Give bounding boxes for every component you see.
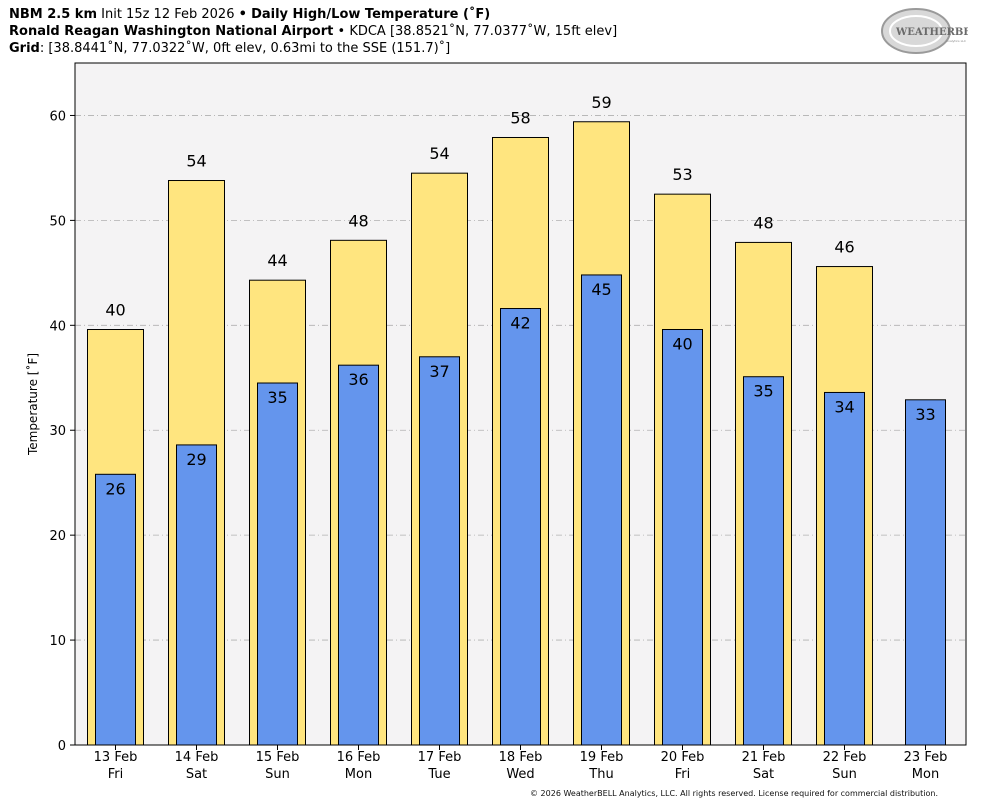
x-tick-date: 18 Feb	[499, 750, 543, 765]
copyright-notice: © 2026 WeatherBELL Analytics, LLC. All r…	[530, 789, 938, 798]
high-value-label: 59	[591, 93, 611, 112]
low-value-label: 37	[429, 362, 449, 381]
x-tick-date: 23 Feb	[904, 750, 948, 765]
low-value-label: 26	[105, 479, 125, 498]
x-tick-day: Mon	[912, 767, 939, 782]
x-tick-day: Sat	[753, 767, 774, 782]
x-tick-date: 22 Feb	[823, 750, 867, 765]
low-bar	[338, 364, 379, 746]
product-title: Daily High/Low Temperature (˚F)	[251, 7, 491, 22]
x-tick-date: 16 Feb	[337, 750, 381, 765]
y-tick-label: 40	[49, 319, 66, 334]
x-tick-date: 15 Feb	[256, 750, 300, 765]
low-bar	[662, 329, 703, 746]
y-tick-label: 60	[49, 109, 66, 124]
low-value-label: 40	[672, 335, 692, 354]
low-value-label: 45	[591, 280, 611, 299]
x-tick-day: Thu	[588, 767, 613, 782]
low-value-label: 33	[915, 405, 935, 424]
init-time: Init 15z 12 Feb 2026	[101, 7, 235, 22]
high-value-label: 54	[429, 144, 449, 163]
x-tick-day: Wed	[506, 767, 534, 782]
model-name: NBM 2.5 km	[9, 7, 97, 22]
grid-label: Grid	[9, 41, 40, 56]
low-bar	[824, 391, 865, 746]
y-tick-label: 10	[49, 634, 66, 649]
plot-frame	[74, 62, 967, 746]
y-tick-label: 30	[49, 424, 66, 439]
title-line-1: NBM 2.5 km Init 15z 12 Feb 2026 • Daily …	[9, 6, 490, 23]
weatherbell-logo: WEATHERBELL Analytics LLC	[881, 8, 968, 54]
x-tick-date: 20 Feb	[661, 750, 705, 765]
y-tick-label: 50	[49, 214, 66, 229]
x-tick-date: 21 Feb	[742, 750, 786, 765]
grid-info: : [38.8441˚N, 77.0322˚W, 0ft elev, 0.63m…	[39, 41, 451, 56]
title-line-3: Grid: [38.8441˚N, 77.0322˚W, 0ft elev, 0…	[9, 40, 450, 57]
low-value-label: 36	[348, 370, 368, 389]
low-value-label: 29	[186, 450, 206, 469]
x-tick-date: 13 Feb	[94, 750, 138, 765]
low-bar	[743, 376, 784, 746]
low-value-label: 34	[834, 397, 854, 416]
low-bar	[176, 444, 217, 746]
title-line-2: Ronald Reagan Washington National Airpor…	[9, 23, 617, 40]
x-tick-day: Sun	[265, 767, 290, 782]
low-bar	[581, 274, 622, 746]
high-value-label: 48	[348, 211, 368, 230]
low-bar	[257, 382, 298, 746]
low-bar	[905, 399, 946, 746]
low-value-label: 42	[510, 314, 530, 333]
bullet-2: •	[337, 24, 346, 39]
high-value-label: 53	[672, 165, 692, 184]
station-info: KDCA [38.8521˚N, 77.0377˚W, 15ft elev]	[349, 24, 618, 39]
x-tick-day: Fri	[108, 767, 124, 782]
x-tick-day: Tue	[427, 767, 450, 782]
high-value-label: 44	[267, 251, 287, 270]
x-tick-date: 17 Feb	[418, 750, 462, 765]
x-tick-date: 19 Feb	[580, 750, 624, 765]
low-bar	[500, 308, 541, 746]
x-tick-day: Mon	[345, 767, 372, 782]
x-tick-day: Sun	[832, 767, 857, 782]
x-tick-day: Fri	[675, 767, 691, 782]
low-bar	[419, 356, 460, 746]
y-tick-label: 20	[49, 529, 66, 544]
logo-subtext: Analytics LLC	[946, 39, 966, 43]
low-value-label: 35	[753, 382, 773, 401]
station-name: Ronald Reagan Washington National Airpor…	[9, 24, 334, 39]
x-tick-day: Sat	[186, 767, 207, 782]
high-value-label: 40	[105, 301, 125, 320]
low-bar	[95, 473, 136, 746]
high-value-label: 54	[186, 152, 206, 171]
low-value-label: 35	[267, 388, 287, 407]
bullet-1: •	[238, 7, 247, 22]
high-value-label: 46	[834, 238, 854, 257]
high-value-label: 58	[510, 108, 530, 127]
y-axis-label: Temperature [˚F]	[25, 353, 40, 456]
x-tick-date: 14 Feb	[175, 750, 219, 765]
logo-wordmark: WEATHERBELL	[895, 27, 968, 38]
y-tick-label: 0	[58, 739, 66, 754]
high-value-label: 48	[753, 213, 773, 232]
